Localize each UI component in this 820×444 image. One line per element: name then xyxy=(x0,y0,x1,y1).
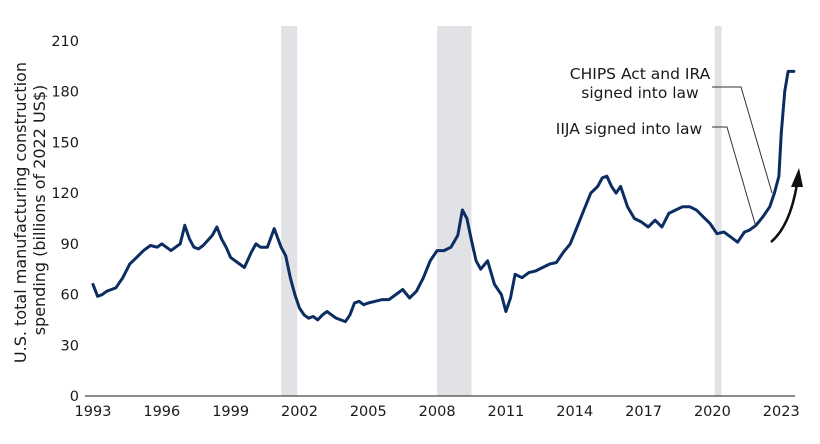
x-tick-label: 2023 xyxy=(763,404,800,420)
y-tick-label: 60 xyxy=(61,288,79,304)
x-tick-label: 1993 xyxy=(75,404,112,420)
y-tick-label: 120 xyxy=(51,186,79,202)
x-tick-label: 2017 xyxy=(625,404,662,420)
x-tick-label: 1999 xyxy=(212,404,249,420)
annotations: CHIPS Act and IRA signed into law IIJA sig… xyxy=(556,65,803,243)
x-tick-label: 2011 xyxy=(487,404,524,420)
recession-band xyxy=(714,26,722,396)
x-tick-label: 2002 xyxy=(281,404,318,420)
recession-band xyxy=(437,26,472,396)
growth-arrow-shaft xyxy=(770,183,799,243)
x-tick-label: 2005 xyxy=(350,404,387,420)
y-tick-label: 90 xyxy=(61,237,79,253)
y-axis-label-line-2: spending (billions of 2022 US$) xyxy=(30,85,49,336)
x-tick-label: 1996 xyxy=(143,404,180,420)
y-tick-label: 30 xyxy=(61,338,79,354)
annotation-iija: IIJA signed into law xyxy=(556,120,703,138)
y-axis-label: U.S. total manufacturing construction sp… xyxy=(11,57,49,363)
recession-bands xyxy=(281,26,722,396)
annotation-chips-ira: CHIPS Act and IRA signed into law xyxy=(570,65,711,102)
y-axis-label-line-1: U.S. total manufacturing construction xyxy=(11,62,30,363)
recession-band xyxy=(281,26,298,396)
growth-arrow-head xyxy=(791,168,803,187)
series-line xyxy=(91,69,796,324)
x-tick-label: 2020 xyxy=(694,404,731,420)
annotation-leader-iija xyxy=(712,126,757,228)
y-tick-label: 0 xyxy=(70,389,79,405)
axes: 0 30 60 90 120 150 180 210 1993 1996 1999 2002 2005 2… xyxy=(51,34,799,420)
y-tick-label: 180 xyxy=(51,85,79,101)
y-tick-label: 210 xyxy=(51,34,79,50)
x-tick-label: 2014 xyxy=(556,404,593,420)
annotation-leader-chips-ira xyxy=(712,86,773,194)
y-tick-label: 150 xyxy=(51,135,79,151)
x-tick-label: 2008 xyxy=(419,404,456,420)
